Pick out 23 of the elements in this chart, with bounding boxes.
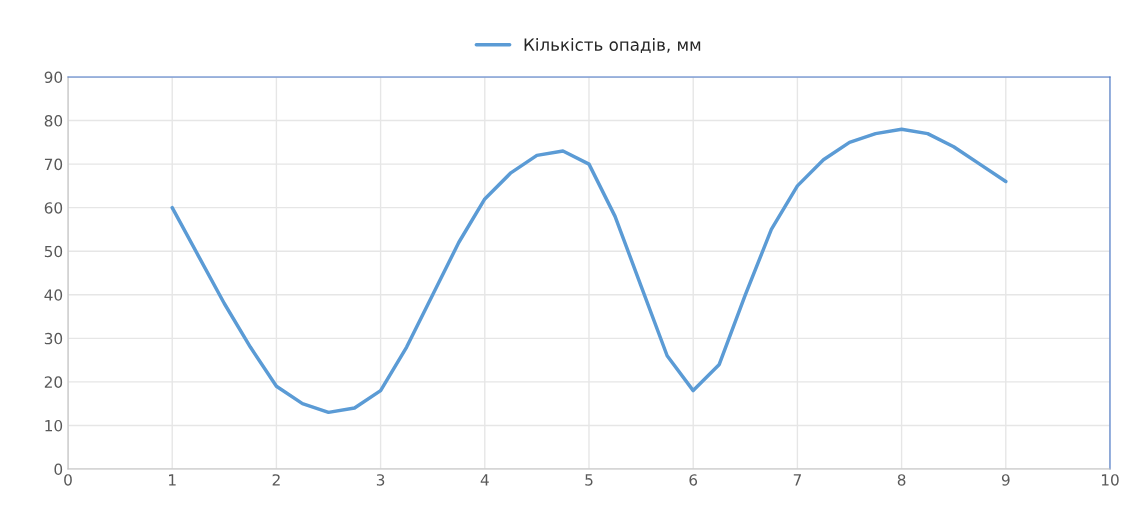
x-tick-label: 7 bbox=[793, 474, 801, 486]
y-tick-label: 80 bbox=[44, 115, 63, 127]
y-tick-label: 50 bbox=[44, 245, 63, 258]
y-tick-label: 70 bbox=[44, 158, 63, 171]
x-tick-label: 6 bbox=[689, 474, 698, 486]
x-tick-label: 1 bbox=[169, 474, 176, 486]
y-tick-label: 10 bbox=[45, 419, 63, 432]
legend-label: Кількість опадів, мм bbox=[524, 38, 701, 53]
line-series bbox=[170, 127, 1008, 415]
x-tick-label: 2 bbox=[272, 474, 280, 486]
y-tick-label: 90 bbox=[44, 71, 63, 84]
y-tick-label: 40 bbox=[44, 289, 63, 301]
y-tick-label: 0 bbox=[54, 463, 63, 476]
x-tick-label: 9 bbox=[1001, 474, 1010, 486]
x-tick-label: 3 bbox=[376, 474, 385, 486]
y-tick-label: 60 bbox=[44, 202, 63, 214]
x-tick-label: 8 bbox=[897, 474, 906, 486]
x-tick-label: 5 bbox=[585, 474, 593, 486]
y-tick-label: 30 bbox=[44, 332, 63, 345]
x-tick-label: 10 bbox=[1101, 474, 1119, 486]
y-tick-label: 20 bbox=[44, 376, 63, 388]
x-tick-label: 0 bbox=[64, 474, 72, 486]
x-tick-label: 4 bbox=[480, 474, 489, 486]
